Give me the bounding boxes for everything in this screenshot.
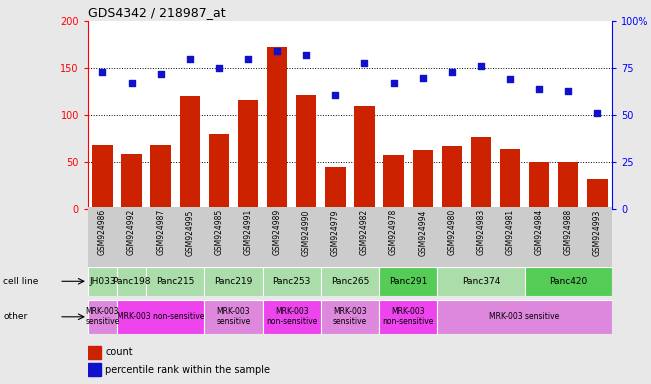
Text: MRK-003 sensitive: MRK-003 sensitive	[490, 312, 560, 321]
Bar	[267, 46, 287, 209]
Point	[592, 110, 603, 116]
Bar	[88, 363, 101, 376]
Text: Panc374: Panc374	[462, 277, 500, 286]
Text: GSM924985: GSM924985	[214, 209, 223, 255]
Text: GSM924983: GSM924983	[477, 209, 486, 255]
Text: MRK-003
sensitive: MRK-003 sensitive	[333, 307, 367, 326]
Text: Panc265: Panc265	[331, 277, 369, 286]
Text: GSM924980: GSM924980	[447, 209, 456, 255]
Point	[330, 91, 340, 98]
Point	[359, 60, 370, 66]
Text: Panc420: Panc420	[549, 277, 587, 286]
Bar	[379, 300, 437, 334]
Bar	[92, 145, 113, 209]
Bar	[88, 267, 117, 296]
Bar	[146, 267, 204, 296]
Text: MRK-003
sensitive: MRK-003 sensitive	[216, 307, 251, 326]
Point	[447, 69, 457, 75]
Point	[505, 76, 515, 83]
Bar	[180, 96, 200, 209]
Point	[476, 63, 486, 70]
Point	[97, 69, 107, 75]
Bar	[121, 154, 142, 209]
Point	[272, 48, 283, 54]
Bar	[321, 300, 379, 334]
Text: GSM924984: GSM924984	[534, 209, 544, 255]
Bar	[529, 162, 549, 209]
Bar	[117, 300, 204, 334]
Text: cell line: cell line	[3, 277, 38, 286]
Point	[214, 65, 224, 71]
Text: GSM924979: GSM924979	[331, 209, 340, 255]
Text: MRK-003
non-sensitive: MRK-003 non-sensitive	[266, 307, 318, 326]
Text: Panc219: Panc219	[214, 277, 253, 286]
Bar	[262, 267, 321, 296]
Text: count: count	[105, 347, 133, 358]
Text: Panc253: Panc253	[273, 277, 311, 286]
Bar	[150, 145, 171, 209]
Bar	[500, 149, 520, 209]
Text: Panc215: Panc215	[156, 277, 195, 286]
Text: MRK-003 non-sensitive: MRK-003 non-sensitive	[117, 312, 204, 321]
Text: Panc291: Panc291	[389, 277, 427, 286]
Bar	[437, 300, 612, 334]
Bar	[204, 300, 262, 334]
Point	[389, 80, 399, 86]
Bar	[296, 94, 316, 209]
Bar	[379, 267, 437, 296]
Text: GSM924986: GSM924986	[98, 209, 107, 255]
Text: GSM924982: GSM924982	[360, 209, 369, 255]
Bar	[238, 100, 258, 209]
Text: GSM924990: GSM924990	[302, 209, 311, 255]
Text: other: other	[3, 312, 27, 321]
Text: GSM924978: GSM924978	[389, 209, 398, 255]
Bar	[413, 150, 433, 209]
Text: Panc198: Panc198	[113, 277, 151, 286]
Text: GSM924995: GSM924995	[186, 209, 194, 255]
Bar	[88, 346, 101, 359]
Point	[563, 88, 574, 94]
Point	[156, 71, 166, 77]
Point	[243, 56, 253, 62]
Bar	[117, 267, 146, 296]
Point	[185, 56, 195, 62]
Bar	[441, 146, 462, 209]
Text: GSM924994: GSM924994	[418, 209, 427, 255]
Text: GSM924993: GSM924993	[593, 209, 602, 255]
Text: MRK-003
sensitive: MRK-003 sensitive	[85, 307, 120, 326]
Bar	[471, 137, 491, 209]
Point	[417, 74, 428, 81]
Bar	[204, 267, 262, 296]
Point	[534, 86, 544, 92]
Bar	[325, 167, 346, 209]
Bar	[262, 300, 321, 334]
Bar	[321, 267, 379, 296]
Bar	[209, 134, 229, 209]
Bar	[525, 267, 612, 296]
Text: GSM924992: GSM924992	[127, 209, 136, 255]
Text: GSM924987: GSM924987	[156, 209, 165, 255]
Bar	[437, 267, 525, 296]
Text: GDS4342 / 218987_at: GDS4342 / 218987_at	[88, 5, 225, 18]
Bar	[383, 155, 404, 209]
Point	[126, 80, 137, 86]
Text: GSM924981: GSM924981	[506, 209, 514, 255]
Text: percentile rank within the sample: percentile rank within the sample	[105, 364, 270, 375]
Text: JH033: JH033	[89, 277, 116, 286]
Text: MRK-003
non-sensitive: MRK-003 non-sensitive	[382, 307, 434, 326]
Text: GSM924988: GSM924988	[564, 209, 573, 255]
Bar	[354, 106, 375, 209]
Text: GSM924989: GSM924989	[273, 209, 282, 255]
Bar	[88, 300, 117, 334]
Bar	[587, 179, 607, 209]
Text: GSM924991: GSM924991	[243, 209, 253, 255]
Bar	[558, 162, 579, 209]
Point	[301, 52, 311, 58]
